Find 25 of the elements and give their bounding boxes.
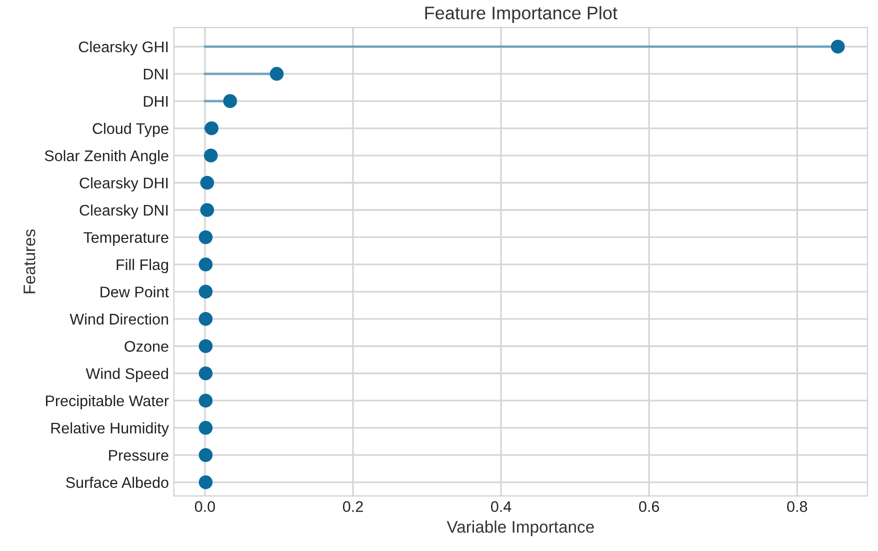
y-tick-label: Clearsky GHI — [78, 41, 168, 56]
y-tick-label: DNI — [144, 68, 168, 80]
y-tick-label: Ozone — [124, 341, 168, 352]
y-tick-label: Solar Zenith Angle — [44, 150, 168, 164]
y-tick-label: Wind Direction — [70, 313, 168, 325]
y-tick-label: Clearsky DHI — [80, 177, 168, 192]
chart-title: Feature Importance Plot — [425, 6, 618, 23]
y-axis-title: Features — [24, 229, 36, 294]
x-tick-label: 0.0 — [194, 501, 215, 512]
x-axis-title: Variable Importance — [446, 520, 594, 536]
x-tick-label: 0.2 — [342, 501, 363, 512]
y-tick-label: Clearsky DNI — [80, 204, 168, 219]
y-tick-label: Surface Albedo — [66, 476, 168, 488]
x-tick-label: 0.8 — [787, 501, 808, 512]
y-tick-label: Dew Point — [100, 286, 169, 298]
y-tick-label: Fill Flag — [116, 258, 168, 274]
y-tick-label: Temperature — [84, 232, 168, 246]
y-tick-label: Relative Humidity — [51, 422, 169, 437]
y-tick-label: Precipitable Water — [46, 395, 169, 410]
y-tick-label: Pressure — [109, 450, 168, 461]
y-tick-label: DHI — [144, 96, 168, 107]
y-tick-label: Wind Speed — [86, 368, 168, 382]
y-tick-label: Cloud Type — [92, 122, 168, 138]
x-tick-label: 0.4 — [491, 501, 512, 512]
x-tick-label: 0.6 — [639, 501, 660, 512]
